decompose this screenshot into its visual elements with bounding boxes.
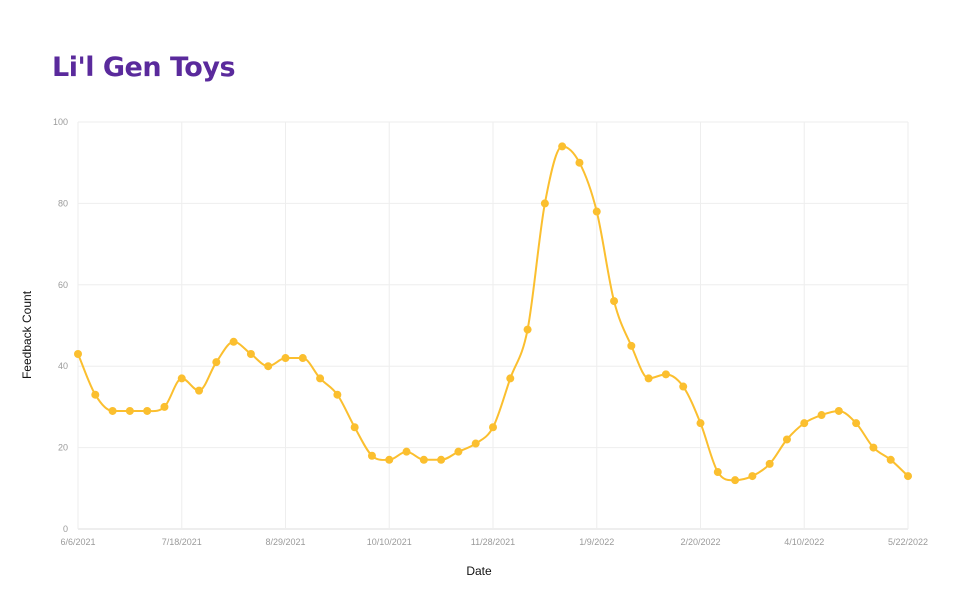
data-point[interactable] — [765, 459, 774, 468]
data-point[interactable] — [74, 349, 82, 358]
data-point[interactable] — [350, 423, 359, 432]
data-point[interactable] — [782, 435, 791, 444]
y-tick-label: 60 — [58, 280, 68, 290]
data-point[interactable] — [696, 419, 705, 428]
data-point[interactable] — [575, 158, 584, 167]
data-point[interactable] — [264, 362, 273, 371]
data-point[interactable] — [713, 468, 722, 477]
data-point[interactable] — [316, 374, 325, 383]
data-point[interactable] — [731, 476, 740, 485]
y-tick-label: 100 — [53, 117, 68, 127]
data-point[interactable] — [886, 455, 895, 464]
data-point[interactable] — [367, 451, 376, 460]
data-point[interactable] — [454, 447, 463, 456]
data-point[interactable] — [212, 358, 221, 367]
x-tick-label: 7/18/2021 — [162, 537, 202, 547]
data-point[interactable] — [177, 374, 186, 383]
data-point[interactable] — [402, 447, 411, 456]
data-point[interactable] — [610, 297, 619, 306]
data-point[interactable] — [333, 390, 342, 399]
grid — [77, 121, 909, 530]
data-point[interactable] — [523, 325, 532, 334]
x-tick-label: 11/28/2021 — [471, 537, 515, 547]
data-point[interactable] — [419, 455, 428, 464]
y-axis-label: Feedback Count — [20, 290, 34, 379]
y-tick-label: 80 — [58, 198, 68, 208]
data-point[interactable] — [540, 199, 549, 208]
data-point[interactable] — [229, 337, 238, 346]
x-tick-label: 5/22/2022 — [888, 537, 928, 547]
data-points — [74, 142, 912, 485]
data-point[interactable] — [143, 406, 152, 415]
data-point[interactable] — [195, 386, 204, 395]
y-tick-label: 20 — [58, 443, 68, 453]
data-point[interactable] — [817, 411, 826, 420]
data-point[interactable] — [592, 207, 601, 216]
data-point[interactable] — [627, 341, 636, 350]
data-point[interactable] — [644, 374, 653, 383]
x-tick-label: 1/9/2022 — [579, 537, 614, 547]
data-point[interactable] — [108, 406, 117, 415]
data-point[interactable] — [385, 455, 394, 464]
data-point[interactable] — [661, 370, 670, 379]
chart-title: Li'l Gen Toys — [52, 52, 236, 83]
axes: 0 20 40 60 80 100 6/6/2021 7/18/2021 8/29/2021 10… — [53, 117, 928, 547]
data-point[interactable] — [298, 354, 307, 363]
x-axis-label: Date — [466, 564, 492, 578]
data-point[interactable] — [246, 349, 255, 358]
y-tick-label: 40 — [58, 361, 68, 371]
data-point[interactable] — [91, 390, 100, 399]
x-tick-label: 6/6/2021 — [60, 537, 95, 547]
data-point[interactable] — [869, 443, 878, 452]
data-point[interactable] — [679, 382, 688, 391]
y-tick-label: 0 — [63, 524, 68, 534]
data-point[interactable] — [904, 472, 912, 481]
x-tick-label: 2/20/2022 — [680, 537, 720, 547]
data-point[interactable] — [800, 419, 809, 428]
data-point[interactable] — [489, 423, 497, 432]
data-point[interactable] — [558, 142, 567, 151]
x-tick-label: 4/10/2022 — [784, 537, 824, 547]
data-point[interactable] — [471, 439, 480, 448]
data-point[interactable] — [160, 402, 169, 411]
data-point[interactable] — [852, 419, 861, 428]
x-tick-label: 8/29/2021 — [265, 537, 305, 547]
data-point[interactable] — [506, 374, 515, 383]
data-point[interactable] — [748, 472, 757, 481]
data-point[interactable] — [125, 406, 134, 415]
x-tick-label: 10/10/2021 — [367, 537, 412, 547]
data-point[interactable] — [834, 406, 843, 415]
data-point[interactable] — [281, 354, 290, 363]
data-point[interactable] — [437, 455, 446, 464]
